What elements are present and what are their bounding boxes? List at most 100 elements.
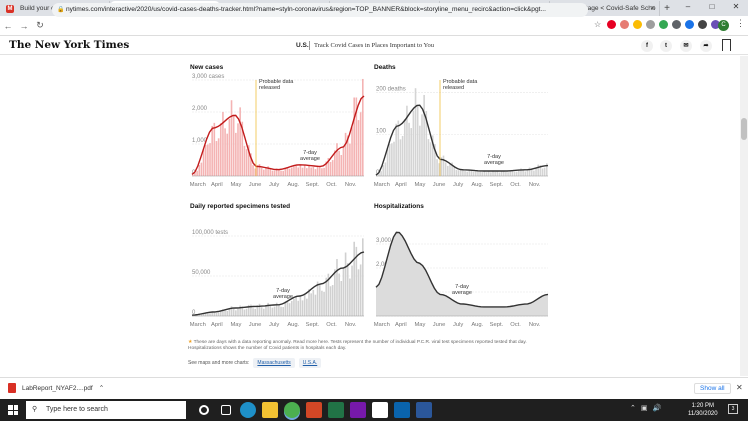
daily-bar (530, 168, 533, 176)
daily-bar (224, 310, 226, 316)
close-window-icon[interactable]: ✕ (732, 2, 740, 11)
share-icon[interactable]: ➦ (700, 40, 712, 52)
daily-bar (483, 171, 486, 176)
chevron-up-icon[interactable]: ⌃ (630, 405, 636, 412)
facebook-icon[interactable]: f (641, 40, 653, 52)
daily-bar (250, 153, 252, 176)
volume-icon[interactable]: 🔊 (652, 405, 662, 412)
average-label: average (273, 294, 293, 300)
reload-icon[interactable]: ↻ (36, 20, 44, 30)
x-tick-label: June (249, 182, 262, 188)
x-tick-label: Nov. (345, 182, 357, 188)
network-icon[interactable]: ▣ (640, 405, 648, 412)
daily-bar (209, 313, 211, 316)
edge-icon[interactable] (240, 402, 256, 418)
daily-bar (444, 162, 447, 176)
daily-bar (314, 169, 317, 176)
outlook-icon[interactable] (394, 402, 410, 418)
bookmark-star-icon[interactable]: ☆ (594, 20, 602, 29)
daily-bar (282, 307, 284, 316)
section-label[interactable]: U.S. (296, 42, 309, 49)
extension-icon[interactable] (711, 20, 720, 29)
profile-avatar[interactable]: C (718, 20, 729, 31)
close-icon[interactable]: ✕ (736, 383, 743, 392)
nyt-logo[interactable]: The New York Times (9, 39, 130, 51)
scrollbar[interactable] (740, 56, 748, 376)
daily-bar (533, 170, 535, 176)
excel-icon[interactable] (328, 402, 344, 418)
back-icon[interactable]: ← (3, 20, 13, 31)
extension-icon[interactable] (633, 20, 642, 29)
word-icon[interactable] (416, 402, 432, 418)
bookmark-icon[interactable] (722, 39, 731, 51)
daily-bar (327, 273, 330, 316)
seven-day-average-line (191, 251, 365, 316)
taskbar-search-input[interactable]: ⚲ Type here to search (26, 401, 186, 419)
extension-icon[interactable] (672, 20, 681, 29)
daily-bar (271, 170, 274, 176)
daily-bar (543, 167, 546, 176)
forward-icon[interactable]: → (19, 20, 29, 31)
new-tab-icon[interactable]: + (664, 3, 670, 14)
daily-bar (243, 145, 246, 176)
pinterest-icon[interactable] (607, 20, 616, 29)
daily-bar (295, 295, 297, 316)
minimize-icon[interactable]: – (685, 2, 691, 11)
chevron-up-icon[interactable]: ⌃ (98, 385, 105, 392)
scrollbar-thumb[interactable] (741, 118, 747, 140)
chrome-icon[interactable] (284, 402, 300, 418)
menu-icon[interactable]: ⋮ (736, 18, 745, 28)
daily-bar (507, 172, 509, 176)
windows-start-icon[interactable] (8, 405, 18, 415)
link-massachusetts[interactable]: Massachusetts (253, 358, 295, 368)
close-tab-icon[interactable]: × (650, 5, 655, 12)
twitter-icon[interactable]: t (660, 40, 672, 52)
maximize-icon[interactable]: □ (709, 2, 715, 11)
daily-bar (447, 165, 449, 176)
extension-icon[interactable] (685, 20, 694, 29)
daily-bar (502, 170, 505, 176)
average-label: 7-day (303, 150, 317, 156)
cortana-icon[interactable] (199, 405, 209, 415)
daily-bar (340, 155, 343, 176)
daily-bar (204, 313, 207, 316)
x-tick-label: March (190, 182, 206, 188)
show-all-button[interactable]: Show all (694, 383, 731, 394)
notification-icon[interactable]: 3 (728, 404, 738, 414)
task-view-icon[interactable] (221, 405, 231, 415)
link-usa[interactable]: U.S.A. (298, 358, 322, 368)
x-tick-label: April (395, 322, 407, 328)
puzzle-icon[interactable] (698, 20, 707, 29)
onenote-icon[interactable] (350, 402, 366, 418)
taskbar-apps (196, 402, 432, 418)
download-item[interactable]: LabReport_NYAF2....pdf ⌃ (8, 383, 104, 393)
chart-title-tests: Daily reported specimens tested (190, 203, 291, 210)
extension-icon[interactable] (646, 20, 655, 29)
daily-bar (198, 164, 201, 176)
average-label: average (452, 290, 472, 296)
daily-bar (355, 246, 358, 316)
daily-bar (393, 141, 395, 176)
clock[interactable]: 1:20 PM 11/30/2020 (688, 402, 718, 418)
area-fill (376, 232, 548, 316)
email-icon[interactable]: ✉ (680, 40, 692, 52)
file-explorer-icon[interactable] (262, 402, 278, 418)
daily-bar (224, 128, 226, 176)
url-input[interactable]: 🔒 nytimes.com/interactive/2020/us/covid-… (52, 3, 588, 17)
daily-bar (217, 138, 220, 176)
daily-bar (321, 290, 323, 316)
extension-icon[interactable] (659, 20, 668, 29)
daily-bar (338, 273, 340, 316)
amazon-icon[interactable] (372, 402, 388, 418)
powerpoint-icon[interactable] (306, 402, 322, 418)
pdf-icon (8, 383, 16, 393)
extension-icon[interactable] (620, 20, 629, 29)
daily-bar (403, 119, 406, 176)
daily-bar (226, 310, 229, 316)
clock-date: 11/30/2020 (688, 411, 718, 417)
x-tick-label: Sept. (490, 182, 504, 188)
more-charts-label: See maps and more charts: (188, 360, 250, 366)
daily-bar (329, 286, 332, 316)
daily-bar (334, 269, 336, 316)
